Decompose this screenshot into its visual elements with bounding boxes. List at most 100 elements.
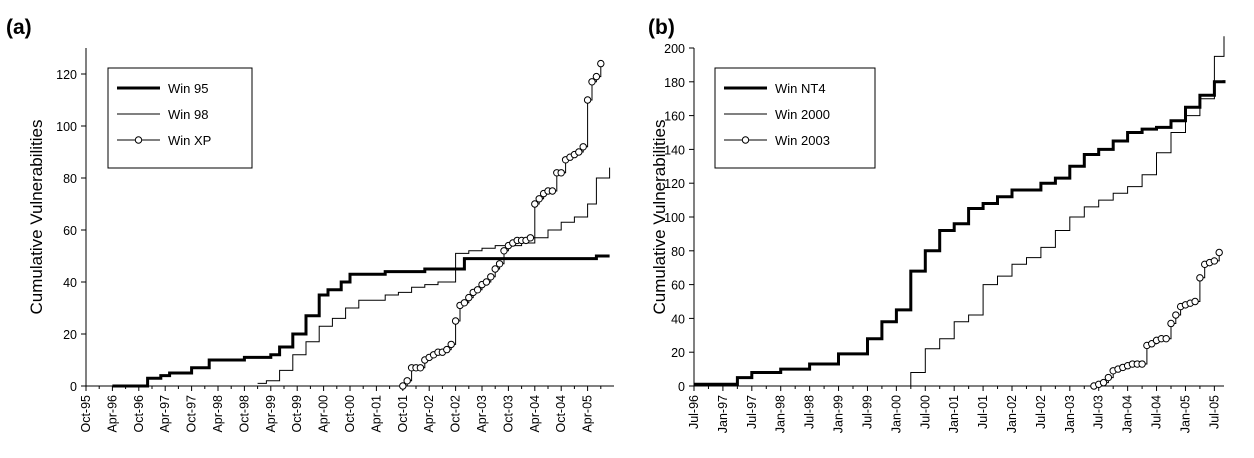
series-line xyxy=(257,167,611,384)
series-line xyxy=(896,36,1225,387)
data-point xyxy=(531,200,539,208)
y-tick-label: 160 xyxy=(664,110,685,124)
x-tick-label: Jan-97 xyxy=(716,395,730,433)
y-tick-label: 100 xyxy=(664,211,685,225)
data-point xyxy=(1104,373,1113,382)
data-point xyxy=(557,169,565,177)
data-point xyxy=(500,247,508,255)
x-tick-label: Apr-98 xyxy=(211,395,225,433)
x-tick-label: Oct-95 xyxy=(79,395,93,433)
legend-label: Win 98 xyxy=(168,107,208,122)
data-point xyxy=(1191,297,1199,306)
data-point xyxy=(588,78,596,86)
y-tick-label: 60 xyxy=(63,224,77,238)
data-point xyxy=(579,143,587,151)
x-tick-label: Jul-00 xyxy=(918,395,932,429)
y-tick-label: 0 xyxy=(678,380,685,394)
legend-label: Win 2000 xyxy=(775,107,830,122)
x-tick-label: Jan-99 xyxy=(832,395,846,433)
y-tick-label: 20 xyxy=(671,346,685,360)
data-point xyxy=(465,293,473,302)
data-point xyxy=(443,345,451,354)
data-point xyxy=(1167,319,1175,328)
legend-label: Win 2003 xyxy=(775,133,830,148)
y-tick-label: 20 xyxy=(63,328,77,342)
series-line xyxy=(1093,252,1220,387)
chart-panel-b: (b) 0 20 40 60 80 100 120 140 160 180 200 Jul-96 Jan-… xyxy=(648,16,1226,433)
y-tick-label: 40 xyxy=(671,312,685,326)
data-point xyxy=(403,377,411,385)
data-point xyxy=(575,148,583,156)
y-tick-label: 120 xyxy=(664,177,685,191)
x-tick-label: Oct-03 xyxy=(501,395,515,433)
data-point xyxy=(495,260,504,268)
x-tick-label: Apr-97 xyxy=(158,395,172,433)
data-point xyxy=(460,299,469,307)
x-tick-label: Oct-00 xyxy=(343,395,357,433)
data-point xyxy=(1099,378,1108,387)
data-point xyxy=(592,72,601,81)
series-line xyxy=(112,254,610,388)
x-tick-label: Jul-01 xyxy=(976,395,990,429)
series-win-95 xyxy=(112,254,610,388)
x-tick-label: Apr-99 xyxy=(264,395,278,433)
series-win-xp xyxy=(399,59,605,390)
x-tick-label: Oct-97 xyxy=(185,395,199,433)
data-point xyxy=(416,364,425,372)
x-tick-label: Jan-03 xyxy=(1063,395,1077,433)
x-tick-label: Jul-96 xyxy=(687,395,701,429)
data-point xyxy=(1162,334,1170,343)
x-tick-label: Jul-97 xyxy=(745,395,759,429)
y-axis-label: Cumulative Vulnerabilities xyxy=(650,120,669,315)
legend-box xyxy=(714,67,876,169)
x-tick-label: Jan-01 xyxy=(947,395,961,433)
y-tick-label: 200 xyxy=(664,42,685,56)
chart-panel-a: (a) 0 20 40 60 80 100 120 Oct-95 Apr-96 Oct-96 Apr-… xyxy=(6,16,614,433)
legend-box xyxy=(107,67,253,169)
data-point xyxy=(535,195,543,203)
legend-label: Win 95 xyxy=(168,81,208,96)
data-point xyxy=(1196,274,1204,282)
legend-marker xyxy=(741,136,750,144)
x-tick-label: Oct-04 xyxy=(554,395,568,433)
x-tick-label: Jan-98 xyxy=(774,395,788,433)
x-tick-label: Apr-01 xyxy=(369,395,383,433)
x-tick-label: Jan-04 xyxy=(1121,395,1135,433)
panel-label: (a) xyxy=(6,16,32,39)
x-tick-label: Apr-03 xyxy=(475,395,489,433)
data-point xyxy=(526,234,535,242)
x-tick-label: Jul-98 xyxy=(803,395,817,429)
series-win-2003 xyxy=(1090,248,1223,390)
data-point xyxy=(597,59,605,68)
x-tick-label: Apr-04 xyxy=(528,395,542,433)
x-tick-label: Oct-01 xyxy=(396,395,410,433)
series-line xyxy=(402,63,602,387)
x-tick-label: Oct-98 xyxy=(237,395,251,433)
x-tick-label: Oct-99 xyxy=(290,395,304,433)
x-tick-label: Jul-03 xyxy=(1092,395,1106,429)
series-win-98 xyxy=(257,167,611,384)
x-tick-label: Apr-96 xyxy=(105,395,119,433)
y-tick-label: 40 xyxy=(63,276,77,290)
y-tick-label: 140 xyxy=(664,143,685,157)
series-win-2000 xyxy=(896,36,1225,387)
legend-label: Win NT4 xyxy=(775,81,826,96)
data-point xyxy=(1210,257,1219,265)
x-tick-label: Oct-96 xyxy=(132,395,146,433)
x-tick-label: Jan-02 xyxy=(1005,395,1019,433)
data-point xyxy=(1215,248,1223,257)
data-point xyxy=(491,265,499,273)
x-tick-label: Jul-99 xyxy=(860,395,874,429)
panel-label: (b) xyxy=(648,16,675,39)
data-point xyxy=(447,340,455,349)
data-point xyxy=(482,278,491,286)
data-point xyxy=(548,187,557,195)
x-tick-label: Apr-00 xyxy=(317,395,331,433)
y-axis-label: Cumulative Vulnerabilities xyxy=(27,120,46,315)
y-tick-label: 100 xyxy=(56,120,77,134)
x-tick-label: Jul-02 xyxy=(1034,395,1048,429)
legend: Win 95 Win 98 Win XP xyxy=(107,67,253,169)
series-line xyxy=(694,80,1226,386)
y-tick-label: 80 xyxy=(63,172,77,186)
